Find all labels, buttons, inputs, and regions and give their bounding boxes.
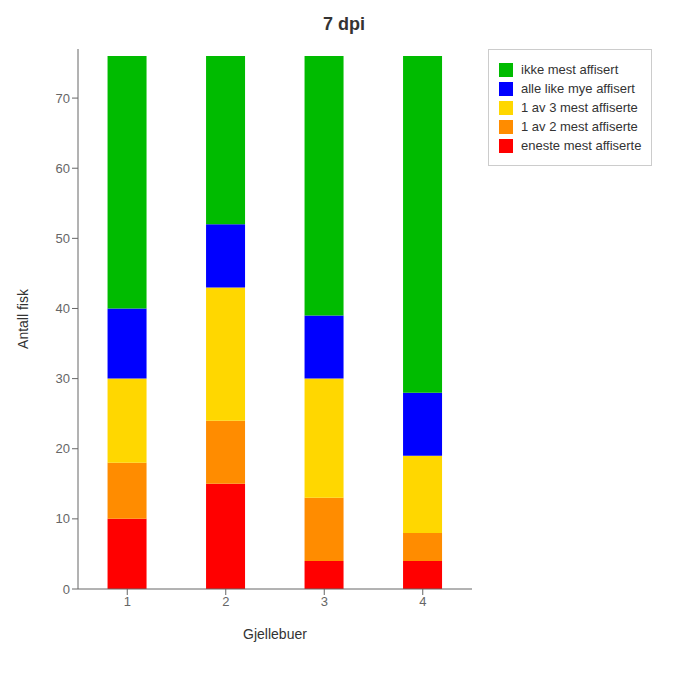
- svg-text:Antall fisk: Antall fisk: [15, 288, 31, 349]
- html-text:eneste mest affiserte: eneste mest affiserte: [521, 138, 642, 153]
- svg-text:2: 2: [222, 594, 229, 609]
- svg-text:50: 50: [56, 231, 70, 246]
- svg-text:Gjellebuer: Gjellebuer: [243, 626, 307, 642]
- html-text:1 av 2 mest affiserte: 1 av 2 mest affiserte: [521, 119, 638, 134]
- svg-text:1: 1: [124, 594, 131, 609]
- html-text:ikke mest affisert: ikke mest affisert: [521, 62, 619, 77]
- svg-text:30: 30: [56, 371, 70, 386]
- svg-text:0: 0: [63, 582, 70, 597]
- svg-text:70: 70: [56, 91, 70, 106]
- html-text:7 dpi: 7 dpi: [323, 14, 365, 34]
- svg-text:4: 4: [419, 594, 426, 609]
- svg-text:10: 10: [56, 511, 70, 526]
- svg-text:40: 40: [56, 301, 70, 316]
- svg-text:3: 3: [321, 594, 328, 609]
- svg-text:20: 20: [56, 441, 70, 456]
- html-text:alle like mye affisert: alle like mye affisert: [521, 81, 635, 96]
- html-text:1 av 3 mest affiserte: 1 av 3 mest affiserte: [521, 100, 638, 115]
- svg-text:60: 60: [56, 161, 70, 176]
